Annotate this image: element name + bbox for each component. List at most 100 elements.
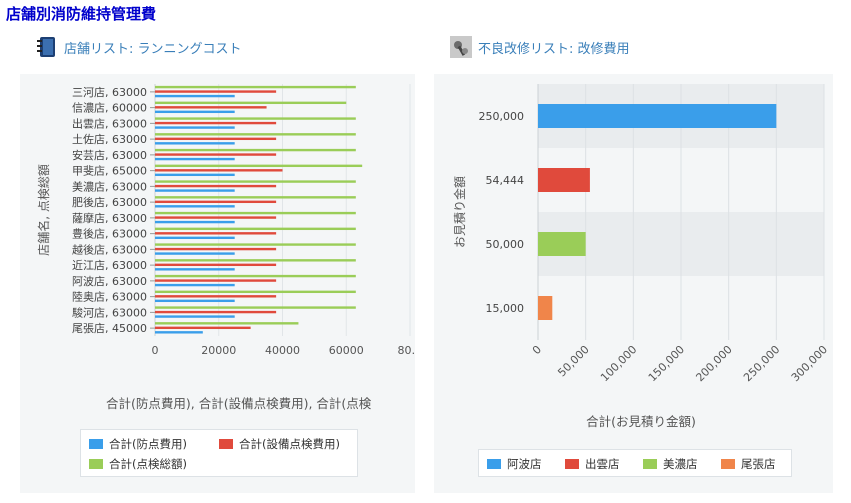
bar-2 — [155, 326, 251, 330]
bar-3 — [155, 227, 356, 231]
legend-swatch — [721, 459, 735, 469]
legend-item-izumo[interactable]: 出雲店 — [565, 456, 620, 472]
right-chart-panel: 0 50,000 100,000 150,000 200,000 250,000 300,0… — [434, 74, 833, 493]
x-tick-label: 20000 — [201, 344, 236, 357]
legend-label: 美濃店 — [663, 457, 698, 471]
legend-item-mino[interactable]: 美濃店 — [643, 456, 698, 472]
bar-1 — [155, 94, 235, 98]
y-tick-label: 土佐店, 63000 — [72, 132, 147, 146]
bar-2 — [155, 263, 277, 267]
bar-1 — [155, 189, 235, 192]
bar-1 — [155, 205, 235, 208]
y-tick-label: 尾張店, 45000 — [72, 321, 147, 335]
y-tick-label: 近江店, 63000 — [72, 258, 147, 272]
legend-label: 出雲店 — [585, 457, 620, 471]
bar-美濃店 — [538, 232, 586, 256]
legend-label: 尾張店 — [741, 457, 776, 471]
bar-3 — [155, 164, 363, 168]
bar-2 — [155, 137, 277, 141]
legend-item-series-2[interactable]: 合計(設備点検費用) — [219, 436, 340, 452]
y-tick-label: 50,000 — [486, 238, 525, 251]
right-panel-header: 不良改修リスト: 改修費用 — [450, 36, 630, 58]
bar-3 — [155, 211, 356, 215]
y-tick-label: 陸奥店, 63000 — [72, 290, 147, 304]
left-chart-panel: 0 20000 40000 60000 80… 三河店, 63000 信濃店, 60000出… — [20, 74, 423, 493]
y-tick-label: 250,000 — [479, 110, 525, 123]
bar-2 — [155, 247, 277, 251]
legend-item-series-3[interactable]: 合計(点検総額) — [89, 456, 187, 472]
bar-3 — [155, 243, 356, 246]
y-tick-label: 15,000 — [486, 302, 525, 315]
bar-2 — [155, 200, 277, 204]
bar-1 — [155, 236, 235, 240]
legend-label: 合計(設備点検費用) — [239, 437, 340, 451]
bar-3 — [155, 259, 356, 262]
y-tick-label: 越後店, 63000 — [72, 242, 147, 256]
right-chart-legend: 阿波店 出雲店 美濃店 尾張店 — [478, 449, 792, 477]
bar-尾張店 — [538, 296, 553, 320]
x-tick-label: 50,000 — [555, 343, 591, 379]
bar-3 — [155, 196, 356, 199]
y-axis-title: お見積り金額 — [452, 176, 467, 248]
x-tick-label: 40000 — [265, 344, 300, 357]
bar-2 — [155, 106, 267, 109]
y-tick-label: 甲斐店, 65000 — [72, 164, 147, 178]
left-panel-header: 店舗リスト: ランニングコスト — [36, 36, 242, 58]
right-panel-title[interactable]: 不良改修リスト: 改修費用 — [478, 41, 630, 57]
legend-item-awa[interactable]: 阿波店 — [487, 456, 542, 472]
legend-label: 合計(点検総額) — [109, 457, 187, 471]
bar-1 — [155, 268, 235, 271]
x-tick-label: 100,000 — [598, 343, 639, 384]
page-title: 店舗別消防維持管理費 — [6, 5, 157, 23]
legend-swatch — [643, 459, 657, 469]
y-tick-label: 信濃店, 60000 — [72, 101, 147, 115]
bar-1 — [155, 331, 203, 334]
legend-item-owari[interactable]: 尾張店 — [721, 456, 776, 472]
y-tick-label: 三河店, 63000 — [72, 85, 147, 99]
y-axis-title: 店舗名, 点検総額 — [36, 164, 51, 256]
x-tick-label: 0 — [152, 344, 159, 357]
x-tick-label: 200,000 — [693, 343, 734, 384]
bar-1 — [155, 220, 235, 224]
y-tick-label: 肥後店, 63000 — [72, 195, 147, 209]
bar-3 — [155, 133, 356, 136]
left-chart-legend: 合計(防点費用) 合計(設備点検費用) 合計(点検総額) — [80, 429, 358, 477]
bar-3 — [155, 180, 356, 183]
legend-swatch — [487, 459, 501, 469]
bar-1 — [155, 173, 235, 177]
bar-1 — [155, 299, 235, 303]
y-tick-label: 54,444 — [486, 174, 525, 187]
y-tick-label: 安芸店, 63000 — [72, 148, 147, 162]
tools-icon — [450, 36, 472, 58]
bar-2 — [155, 310, 277, 314]
bar-2 — [155, 121, 277, 125]
x-tick-label: 250,000 — [741, 343, 782, 384]
bar-2 — [155, 184, 277, 188]
bar-出雲店 — [538, 168, 590, 192]
bar-1 — [155, 110, 235, 114]
bar-1 — [155, 142, 235, 145]
y-tick-label: 豊後店, 63000 — [72, 227, 147, 241]
bar-2 — [155, 216, 277, 219]
bar-2 — [155, 232, 277, 235]
legend-swatch — [565, 459, 579, 469]
y-tick-label: 駿河店, 63000 — [72, 305, 147, 319]
y-tick-label: 出雲店, 63000 — [72, 116, 147, 130]
bar-3 — [155, 117, 356, 120]
legend-item-series-1[interactable]: 合計(防点費用) — [89, 436, 187, 452]
bar-2 — [155, 153, 277, 156]
bar-3 — [155, 290, 356, 294]
y-tick-label: 薩摩店, 63000 — [72, 211, 147, 225]
bar-2 — [155, 279, 277, 282]
right-bar-chart: 0 50,000 100,000 150,000 200,000 250,000 300,0… — [452, 84, 830, 429]
bar-2 — [155, 169, 283, 172]
bar-3 — [155, 85, 356, 89]
bar-3 — [155, 322, 299, 325]
left-panel-title[interactable]: 店舗リスト: ランニングコスト — [64, 41, 242, 57]
legend-label: 阿波店 — [507, 457, 542, 471]
bar-1 — [155, 252, 235, 255]
legend-swatch — [89, 439, 103, 449]
legend-swatch — [219, 439, 233, 449]
bar-阿波店 — [538, 104, 777, 128]
notebook-icon — [36, 36, 58, 58]
